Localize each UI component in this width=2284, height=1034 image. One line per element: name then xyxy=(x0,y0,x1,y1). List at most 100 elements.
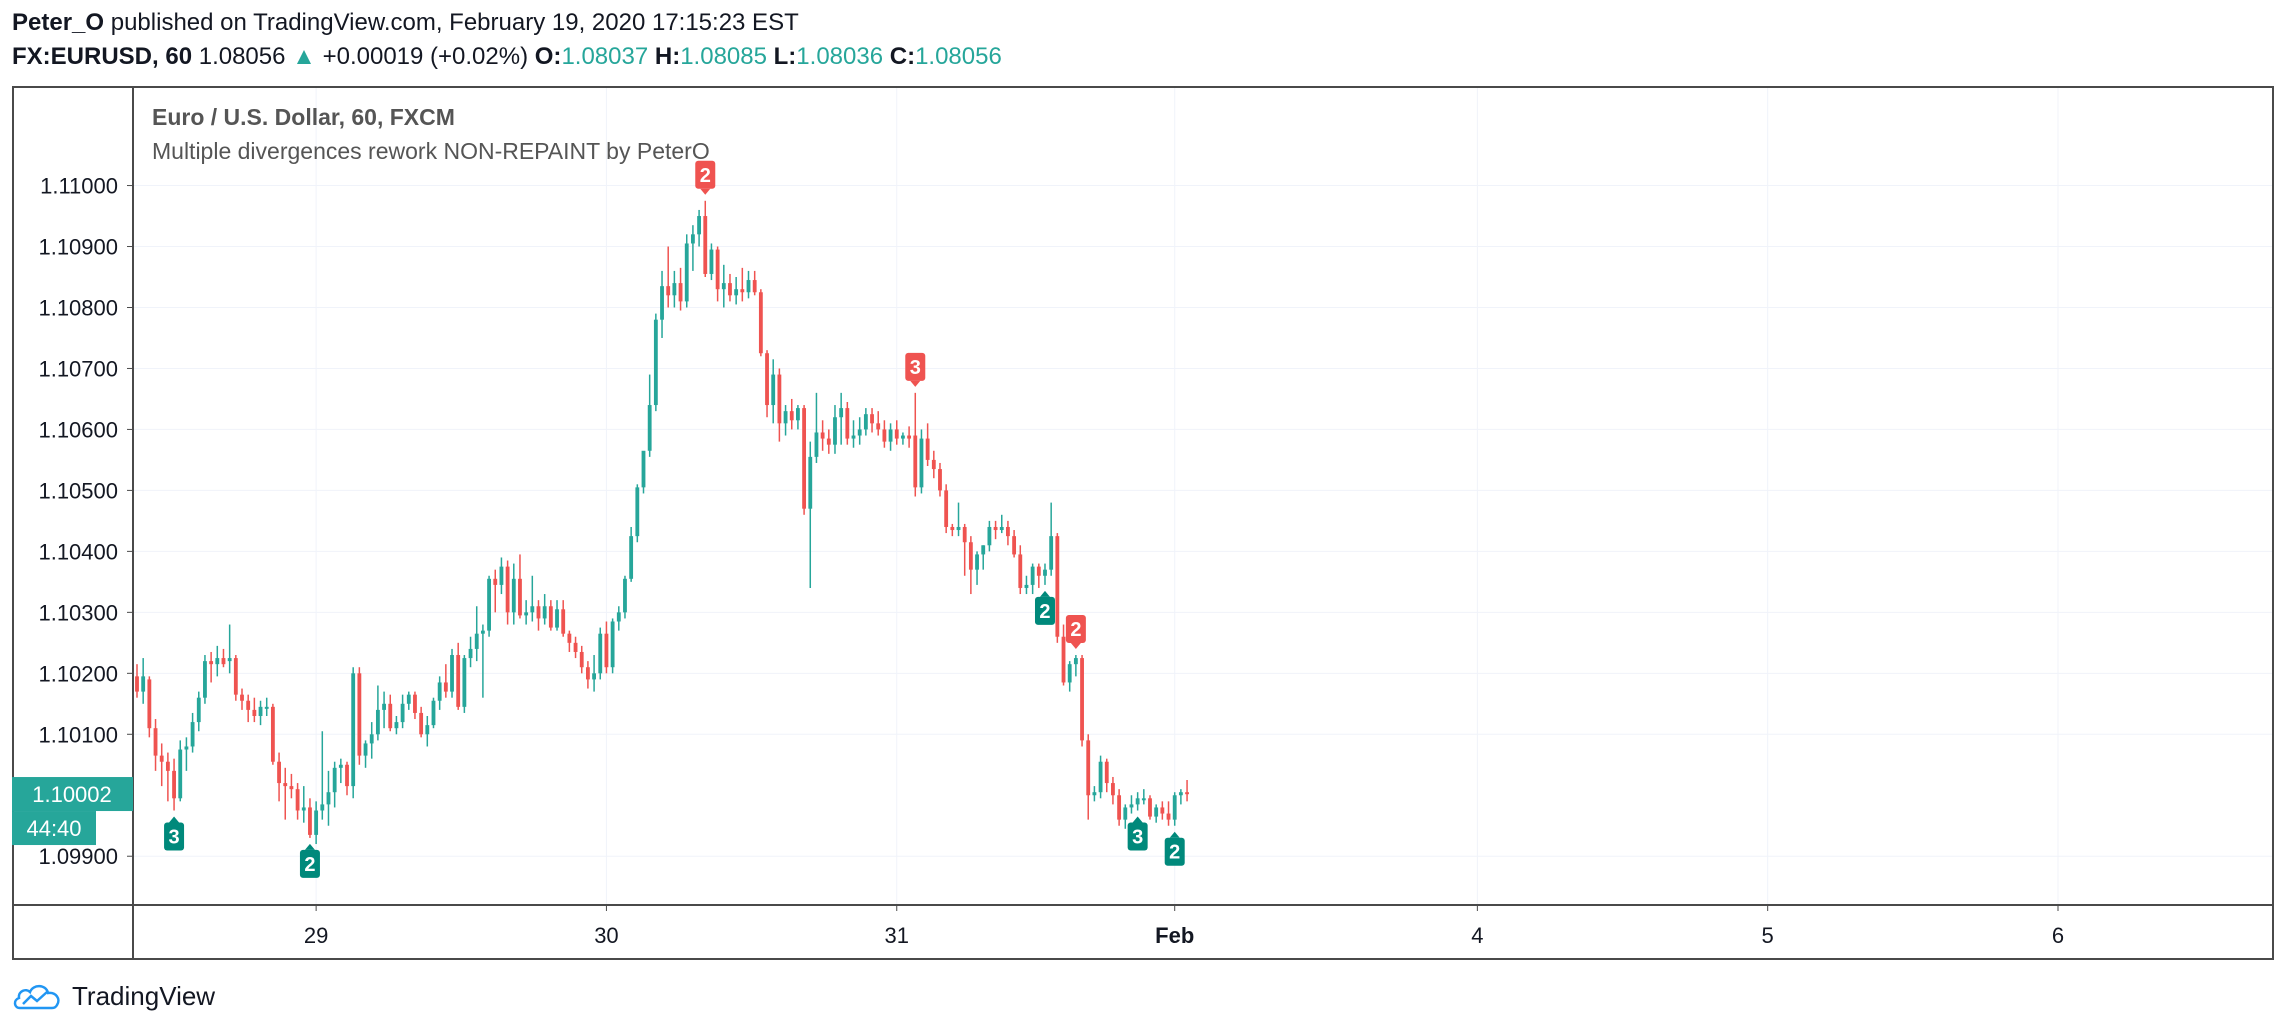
candle-body xyxy=(925,438,930,460)
candle-body xyxy=(573,642,578,652)
tradingview-logo[interactable]: TradingView xyxy=(12,980,215,1012)
candle-body xyxy=(931,459,936,470)
high-label: H: xyxy=(654,43,681,70)
candle-body xyxy=(1172,795,1177,820)
candle-body xyxy=(1141,798,1146,801)
candle-body xyxy=(388,703,393,729)
candle-body xyxy=(159,755,164,762)
candle-body xyxy=(1086,740,1091,796)
x-tick-label: 4 xyxy=(1471,923,1483,948)
candle-body xyxy=(227,658,232,662)
candle-body xyxy=(1049,536,1054,570)
candle-body xyxy=(771,374,776,406)
candle-body xyxy=(623,578,627,613)
y-tick-label: 1.10400 xyxy=(38,539,118,564)
candle-body xyxy=(153,728,158,756)
candle-body xyxy=(246,700,251,710)
chart-frame[interactable] xyxy=(12,86,2274,960)
candle-body xyxy=(215,658,220,665)
candle-body xyxy=(493,578,498,585)
candle-body xyxy=(826,438,831,445)
low-value: 1.08036 xyxy=(796,43,884,70)
candle-body xyxy=(1154,807,1159,817)
candle-body xyxy=(135,676,139,692)
indicator-legend[interactable]: Multiple divergences rework NON-REPAINT … xyxy=(152,138,710,164)
candle-body xyxy=(987,526,992,546)
tradingview-brand: TradingView xyxy=(72,980,216,1011)
candle-body xyxy=(425,725,430,735)
candle-body xyxy=(184,746,189,750)
current-price-tag xyxy=(12,777,133,812)
candle-body xyxy=(907,435,912,439)
publish-info: Peter_O published on TradingView.com, Fe… xyxy=(12,8,799,38)
candle-body xyxy=(752,280,757,293)
candle-body xyxy=(406,694,411,704)
divergence-label-text: 2 xyxy=(1039,601,1050,623)
author-name[interactable]: Peter_O xyxy=(12,9,105,36)
candle-body xyxy=(555,609,559,628)
candle-body xyxy=(357,673,362,756)
candle-body xyxy=(567,633,572,643)
divergence-label-text: 2 xyxy=(304,854,315,876)
candle-body xyxy=(1111,783,1115,796)
candle-body xyxy=(690,234,695,244)
candle-body xyxy=(734,289,739,296)
candle-body xyxy=(530,606,535,613)
candle-body xyxy=(721,283,726,290)
symbol-info: FX:EURUSD, 60 1.08056 ▲ +0.00019 (+0.02%… xyxy=(12,42,1002,72)
candle-body xyxy=(203,661,207,698)
candle-body xyxy=(505,566,510,613)
candle-body xyxy=(672,283,677,296)
y-tick-label: 1.10500 xyxy=(38,478,118,503)
candle-body xyxy=(585,667,590,680)
candle-body xyxy=(240,694,244,701)
candle-body xyxy=(1055,536,1060,637)
candle-body xyxy=(746,280,751,293)
candle-body xyxy=(697,216,702,235)
symbol-label: FX:EURUSD, 60 xyxy=(12,43,193,70)
candle-body xyxy=(1123,807,1128,820)
divergence-label-text: 3 xyxy=(1132,826,1143,848)
candle-body xyxy=(950,526,955,531)
candle-body xyxy=(233,658,238,695)
candle-body xyxy=(999,526,1004,531)
candle-body xyxy=(1043,569,1047,576)
y-tick-label: 1.10200 xyxy=(38,661,118,686)
candle-body xyxy=(592,673,596,680)
candle-body xyxy=(833,417,837,445)
candle-body xyxy=(548,606,553,628)
divergence-pointer xyxy=(1132,816,1143,823)
candle-body xyxy=(845,408,850,439)
bar-countdown-text: 44:40 xyxy=(26,816,81,841)
candle-body xyxy=(857,429,862,436)
candle-body xyxy=(196,697,201,723)
divergence-pointer xyxy=(910,380,921,387)
tradingview-cloud-icon xyxy=(13,984,60,1010)
candle-body xyxy=(635,487,640,537)
y-tick-label: 1.09900 xyxy=(38,844,118,869)
candle-body xyxy=(783,411,788,424)
candle-body xyxy=(1178,792,1183,796)
candle-body xyxy=(1166,813,1171,820)
candle-body xyxy=(616,612,621,622)
candle-body xyxy=(1080,658,1084,741)
candle-body xyxy=(975,554,979,570)
candle-body xyxy=(876,423,881,430)
candle-body xyxy=(647,405,652,451)
candle-body xyxy=(666,286,671,296)
candle-body xyxy=(524,612,529,616)
y-tick-label: 1.10800 xyxy=(38,295,118,320)
candle-body xyxy=(1006,526,1010,537)
candle-body xyxy=(165,761,170,771)
candle-body xyxy=(351,673,356,787)
candle-body xyxy=(1036,566,1041,576)
candle-body xyxy=(474,633,479,649)
candle-body xyxy=(1148,798,1152,817)
candle-body xyxy=(487,578,491,631)
candle-body xyxy=(604,633,609,668)
x-tick-label: 31 xyxy=(885,923,909,948)
candle-body xyxy=(443,682,448,692)
candle-body xyxy=(1024,584,1029,588)
candle-body xyxy=(320,804,325,811)
